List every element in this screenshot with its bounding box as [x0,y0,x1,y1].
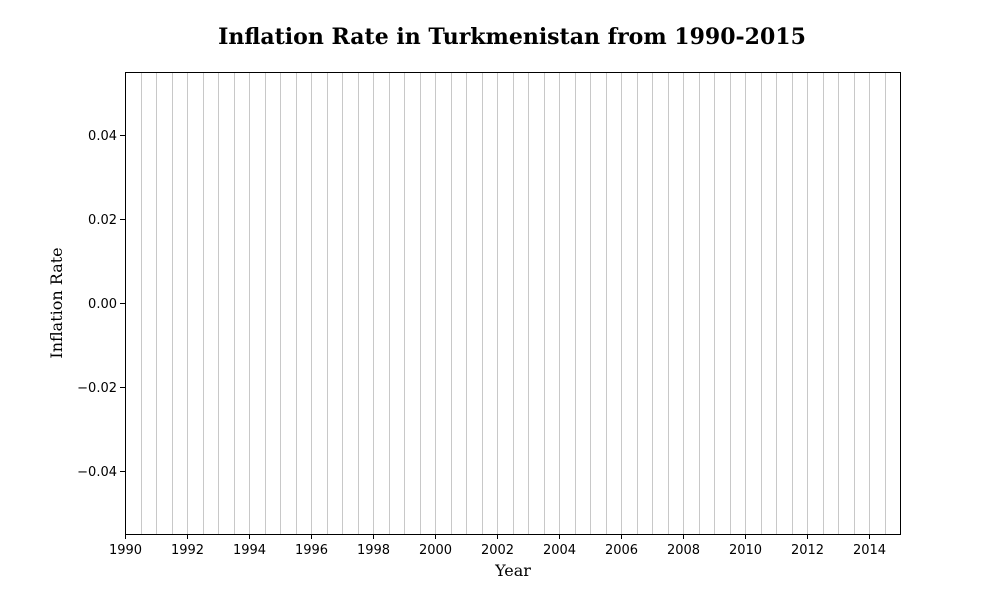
y-axis-label: Inflation Rate [47,247,66,358]
x-tick-label: 2010 [729,543,762,558]
x-axis-label: Year [494,561,531,580]
y-tick-label: 0.00 [88,297,117,312]
plot-frame [125,72,901,535]
y-tick-label: 0.02 [88,213,117,228]
x-tick-label: 1996 [295,543,328,558]
x-tick-label: 1998 [357,543,390,558]
x-tick-label: 1990 [109,543,142,558]
x-tick-label: 2014 [853,543,886,558]
grid [125,72,901,534]
x-tick-label: 2004 [543,543,576,558]
x-axis-ticks: 1990 1992 1994 1996 1998 2000 2002 2004 2006 2008… [109,534,886,558]
y-axis-ticks: 0.04 0.02 0.00 −0.02 −0.04 [77,129,125,480]
x-tick-label: 1994 [233,543,266,558]
x-tick-label: 2006 [605,543,638,558]
x-tick-label: 1992 [171,543,204,558]
y-tick-label: −0.04 [77,465,117,480]
x-tick-label: 2002 [481,543,514,558]
y-tick-label: −0.02 [77,381,117,396]
chart-title: Inflation Rate in Turkmenistan from 1990… [218,24,806,50]
x-tick-label: 2012 [791,543,824,558]
y-tick-label: 0.04 [88,129,117,144]
x-tick-label: 2008 [667,543,700,558]
x-tick-label: 2000 [419,543,452,558]
